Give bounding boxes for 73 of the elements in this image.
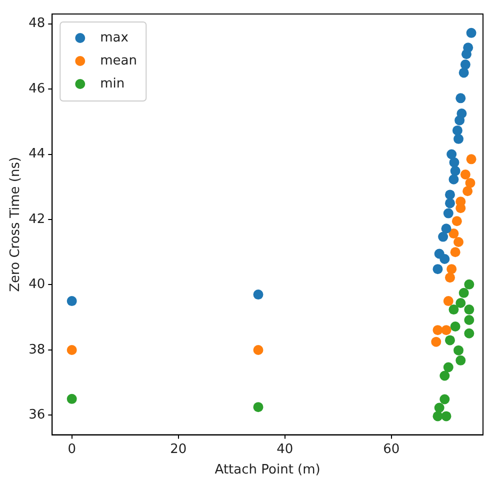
y-tick-label: 36 bbox=[28, 408, 46, 423]
point bbox=[454, 237, 464, 248]
point bbox=[460, 169, 470, 180]
point bbox=[462, 186, 473, 196]
y-axis-title: Zero Cross Time (ns) bbox=[8, 156, 24, 292]
y-tick-label: 44 bbox=[28, 146, 46, 162]
point bbox=[464, 328, 474, 338]
point bbox=[446, 149, 457, 160]
legend-label: mean bbox=[100, 53, 138, 68]
point bbox=[253, 290, 264, 300]
point bbox=[464, 314, 474, 325]
point bbox=[450, 322, 460, 332]
point bbox=[253, 402, 264, 412]
y-tick-label: 46 bbox=[28, 81, 46, 96]
x-axis-title: Attach Point (m) bbox=[214, 462, 320, 478]
point bbox=[444, 272, 455, 283]
x-tick-label: 20 bbox=[170, 442, 187, 457]
point bbox=[456, 298, 466, 308]
point bbox=[444, 335, 455, 346]
point bbox=[456, 93, 466, 104]
point bbox=[432, 325, 443, 336]
point bbox=[448, 228, 459, 239]
point bbox=[450, 247, 460, 258]
point bbox=[441, 411, 452, 422]
x-tick-label: 60 bbox=[383, 442, 400, 457]
point bbox=[438, 232, 448, 242]
point bbox=[432, 411, 443, 422]
point bbox=[456, 203, 466, 214]
point bbox=[461, 49, 472, 60]
point bbox=[465, 178, 476, 188]
point bbox=[449, 157, 460, 168]
point bbox=[454, 134, 464, 144]
point bbox=[440, 370, 450, 381]
point bbox=[460, 60, 470, 70]
point bbox=[452, 125, 462, 136]
point bbox=[66, 296, 77, 306]
x-tick-label: 0 bbox=[68, 442, 76, 457]
point bbox=[253, 344, 264, 355]
point bbox=[444, 190, 455, 200]
point bbox=[448, 304, 459, 315]
legend-label: min bbox=[100, 76, 125, 92]
point bbox=[454, 115, 465, 126]
y-tick-label: 42 bbox=[28, 212, 46, 227]
point bbox=[66, 394, 77, 404]
point bbox=[441, 224, 452, 234]
point bbox=[434, 402, 444, 413]
point bbox=[443, 362, 454, 372]
point bbox=[444, 198, 455, 208]
point bbox=[466, 154, 476, 164]
point bbox=[452, 216, 462, 226]
point bbox=[454, 345, 464, 356]
point bbox=[432, 264, 443, 274]
y-tick-label: 48 bbox=[28, 16, 46, 32]
point bbox=[448, 174, 459, 184]
point bbox=[450, 166, 460, 176]
point bbox=[466, 28, 476, 38]
point bbox=[458, 68, 469, 78]
point bbox=[441, 325, 452, 336]
point bbox=[440, 394, 450, 404]
y-tick-label: 40 bbox=[28, 277, 46, 292]
point bbox=[443, 208, 454, 218]
point bbox=[440, 254, 450, 264]
point bbox=[464, 279, 474, 290]
point bbox=[446, 264, 457, 274]
point bbox=[458, 288, 469, 298]
point bbox=[456, 355, 466, 366]
legend-label: max bbox=[100, 30, 129, 46]
point bbox=[431, 336, 442, 347]
point bbox=[443, 296, 454, 306]
x-tick-label: 40 bbox=[276, 442, 294, 457]
y-tick-label: 38 bbox=[28, 342, 46, 358]
point bbox=[464, 304, 474, 315]
point bbox=[66, 344, 77, 355]
